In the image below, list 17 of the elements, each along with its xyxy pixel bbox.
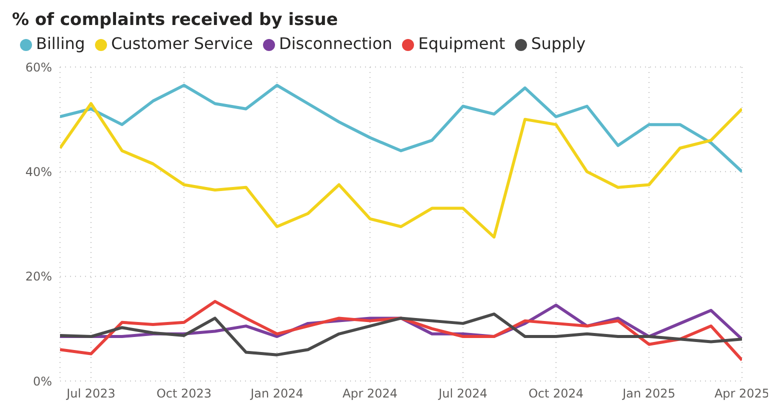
y-tick-label: 40% [25, 164, 52, 179]
legend-label: Equipment [418, 34, 506, 53]
legend-label: Billing [36, 34, 86, 53]
x-tick-label: Jan 2025 [622, 386, 676, 401]
y-tick-label: 20% [25, 270, 52, 284]
x-tick-label: Oct 2023 [156, 386, 212, 401]
legend-label: Disconnection [279, 34, 392, 53]
x-tick-label: Jul 2023 [66, 386, 116, 401]
y-tick-label: 60% [25, 60, 52, 74]
x-tick-label: Jan 2024 [250, 386, 304, 401]
y-tick-label: 0% [32, 374, 52, 388]
legend-label: Customer Service [111, 34, 253, 53]
legend-label: Supply [531, 34, 586, 53]
x-tick-label: Oct 2024 [528, 386, 584, 401]
x-tick-label: Jul 2024 [438, 386, 488, 401]
x-tick-label: Apr 2024 [342, 386, 398, 401]
chart-title: % of complaints received by issue [11, 9, 339, 30]
